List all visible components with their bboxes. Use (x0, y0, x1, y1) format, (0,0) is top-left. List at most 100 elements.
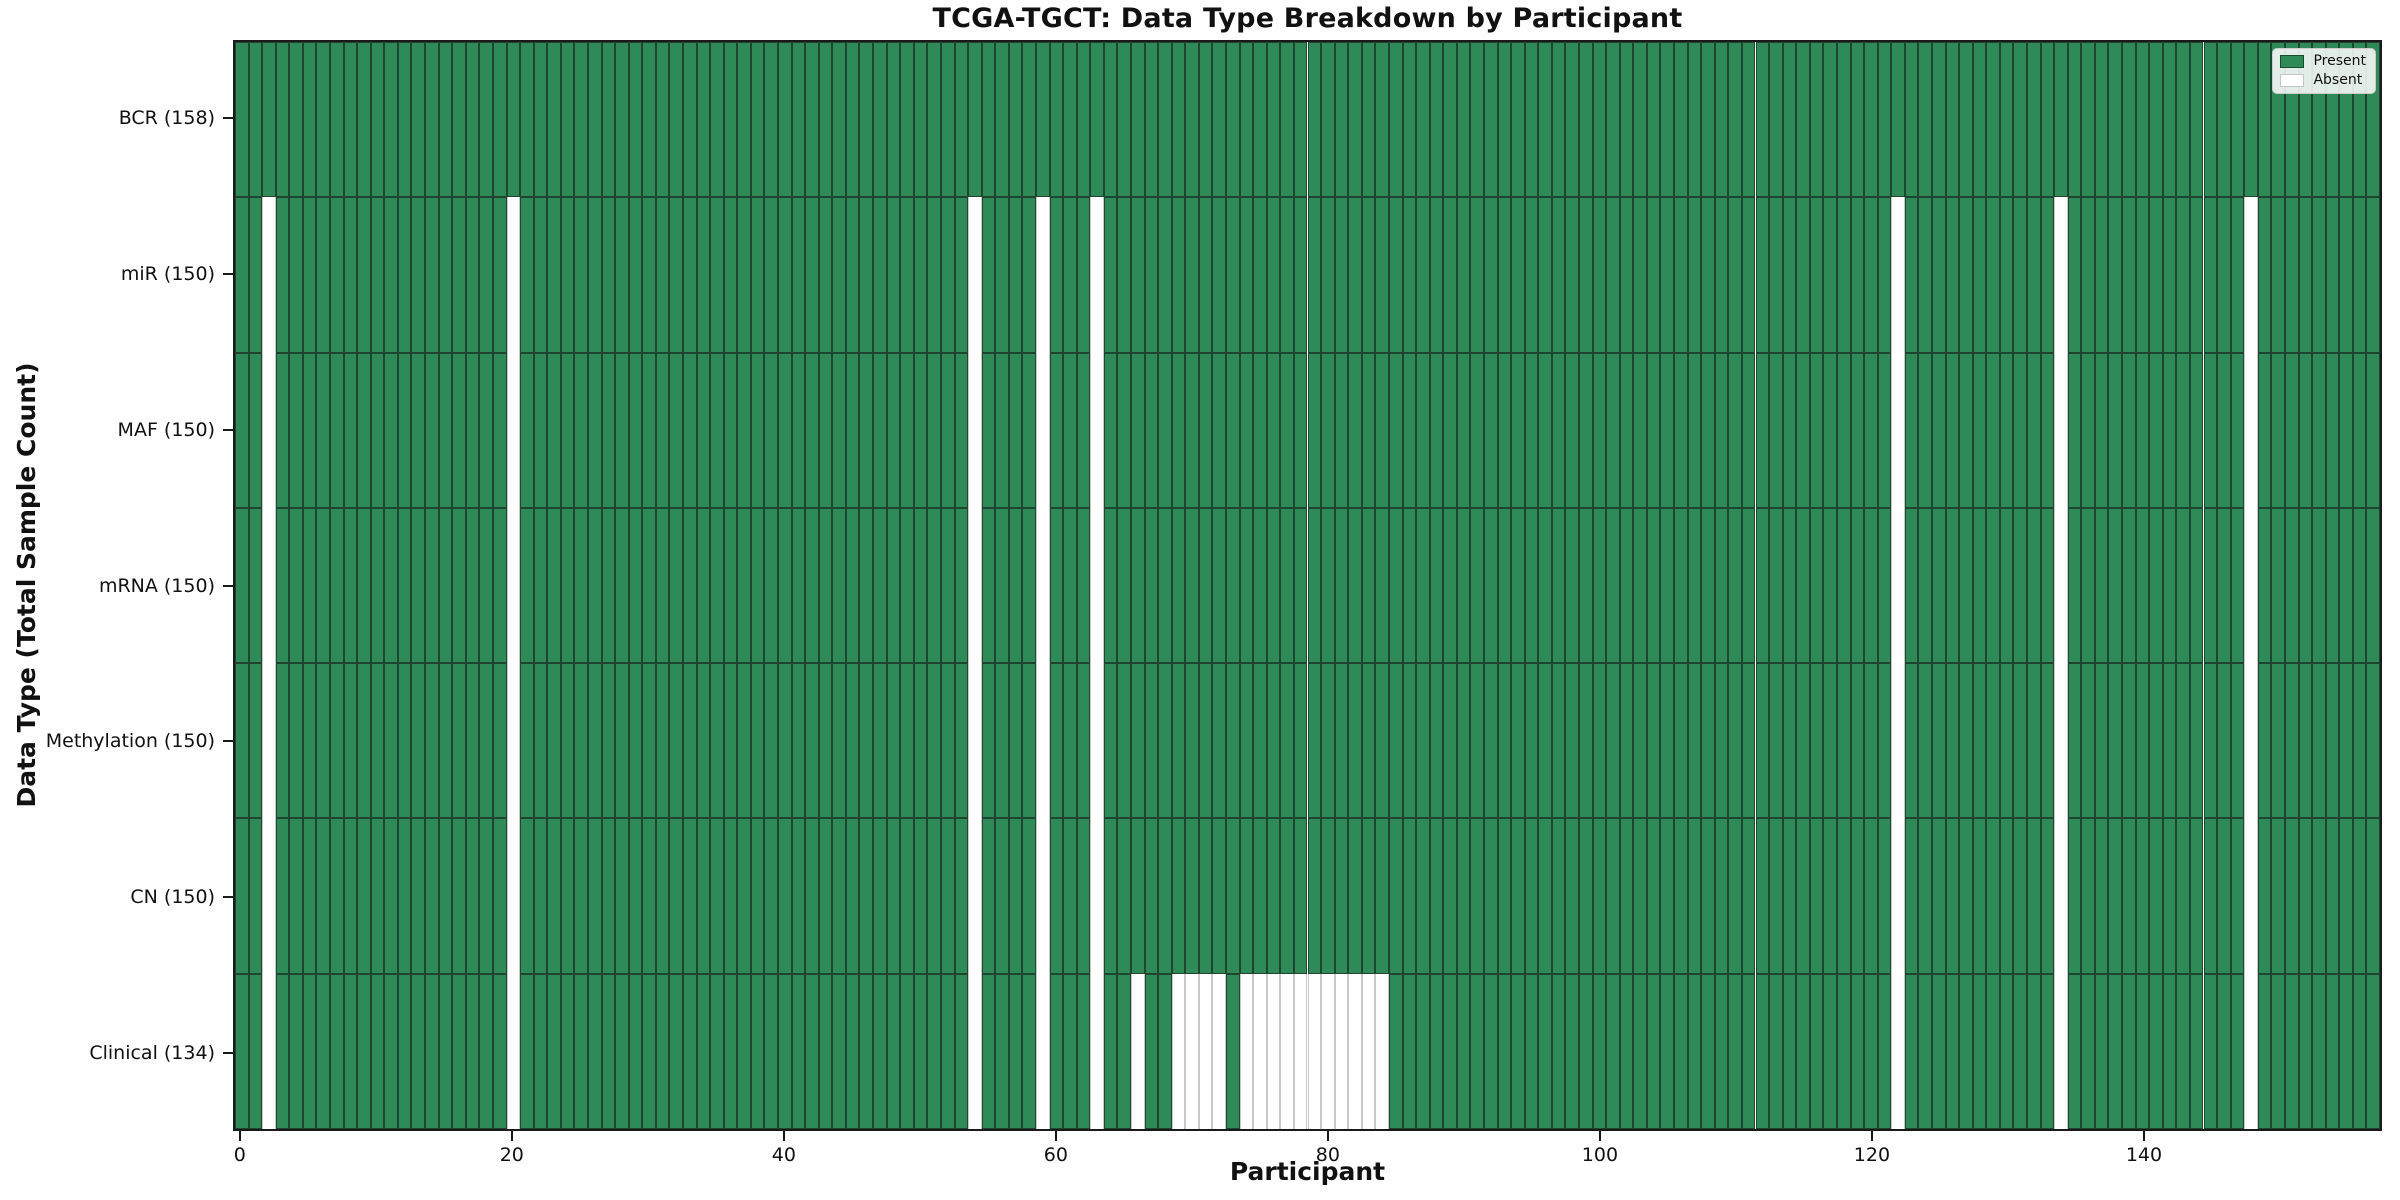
cell (2284, 663, 2299, 819)
cell (1035, 507, 1050, 664)
cell (981, 352, 996, 508)
cell (995, 663, 1009, 819)
cell (2257, 507, 2272, 664)
cell (1416, 663, 1430, 819)
cell (913, 973, 928, 1129)
cell (275, 818, 290, 974)
cell (1891, 42, 1905, 198)
cell (302, 42, 317, 198)
cell (1307, 352, 1322, 508)
cell (1674, 973, 1688, 1129)
cell (2040, 197, 2055, 353)
cell (1877, 663, 1892, 819)
cell (628, 663, 643, 819)
cell (1239, 818, 1254, 974)
cell (710, 352, 724, 508)
cell (2067, 818, 2082, 974)
cell (2081, 663, 2095, 819)
cell (1769, 973, 1783, 1129)
cell (859, 197, 874, 353)
cell (1565, 507, 1579, 664)
cell (1646, 663, 1661, 819)
legend-swatch-absent-icon (2280, 73, 2305, 87)
cell (2257, 42, 2272, 198)
cell (1103, 663, 1118, 819)
cell (615, 507, 629, 664)
cell (384, 197, 398, 353)
cell (642, 197, 656, 353)
cell (370, 507, 385, 664)
x-axis-ticks: 0 20 40 60 80 100 120 140 (233, 1131, 2382, 1177)
cell (262, 818, 276, 974)
cell (1022, 507, 1036, 664)
cell (913, 352, 928, 508)
x-tick-label: 20 (499, 1144, 524, 1166)
cell (642, 352, 656, 508)
cell (1755, 973, 1770, 1129)
cell (1864, 352, 1878, 508)
cell (1646, 197, 1661, 353)
cell (1402, 818, 1417, 974)
cell (2352, 507, 2367, 664)
cell (1280, 507, 1294, 664)
cell (343, 818, 358, 974)
cell (683, 818, 697, 974)
cell (954, 352, 969, 508)
cell (778, 818, 792, 974)
cell (1524, 973, 1539, 1129)
cell (425, 663, 439, 819)
cell (2054, 818, 2068, 974)
cell (1836, 42, 1851, 198)
cell (1361, 663, 1376, 819)
cell (574, 663, 588, 819)
cell (2054, 663, 2068, 819)
cell (1782, 973, 1797, 1129)
cell (601, 197, 616, 353)
cell (1483, 197, 1498, 353)
cell (927, 818, 941, 974)
cell (2122, 663, 2136, 819)
cell (1456, 973, 1471, 1129)
cell (805, 818, 819, 974)
cell (1809, 197, 1824, 353)
cell (547, 352, 561, 508)
cell (886, 42, 901, 198)
cell (1741, 197, 1756, 353)
cell (2203, 818, 2218, 974)
cell (750, 663, 765, 819)
cell (302, 352, 317, 508)
cell (873, 197, 887, 353)
cell (1660, 197, 1675, 353)
cell (900, 973, 914, 1129)
cell (262, 352, 276, 508)
cell (1606, 42, 1620, 198)
cell (1782, 818, 1797, 974)
cell (1375, 818, 1389, 974)
cell (1266, 818, 1281, 974)
cell (1198, 507, 1213, 664)
cell (1660, 973, 1675, 1129)
cell (343, 352, 358, 508)
cell (1171, 197, 1186, 353)
y-tick-label: Clinical (134) (89, 1042, 215, 1065)
cell (737, 973, 751, 1129)
cell (2366, 663, 2380, 819)
cell (533, 973, 548, 1129)
cell (1253, 507, 1267, 664)
cell (764, 973, 779, 1129)
cell (1307, 42, 1322, 198)
cell (873, 352, 887, 508)
cell (1158, 973, 1172, 1129)
cell (1769, 42, 1783, 198)
cell (1226, 663, 1240, 819)
cell (547, 197, 561, 353)
row-band-Clinical (235, 973, 2380, 1129)
cell (2217, 663, 2231, 819)
cell (1266, 663, 1281, 819)
cell (1959, 663, 1973, 819)
cell (1864, 42, 1878, 198)
cell (981, 973, 996, 1129)
cell (1321, 42, 1335, 198)
cell (2094, 507, 2109, 664)
cell (1986, 818, 2000, 974)
